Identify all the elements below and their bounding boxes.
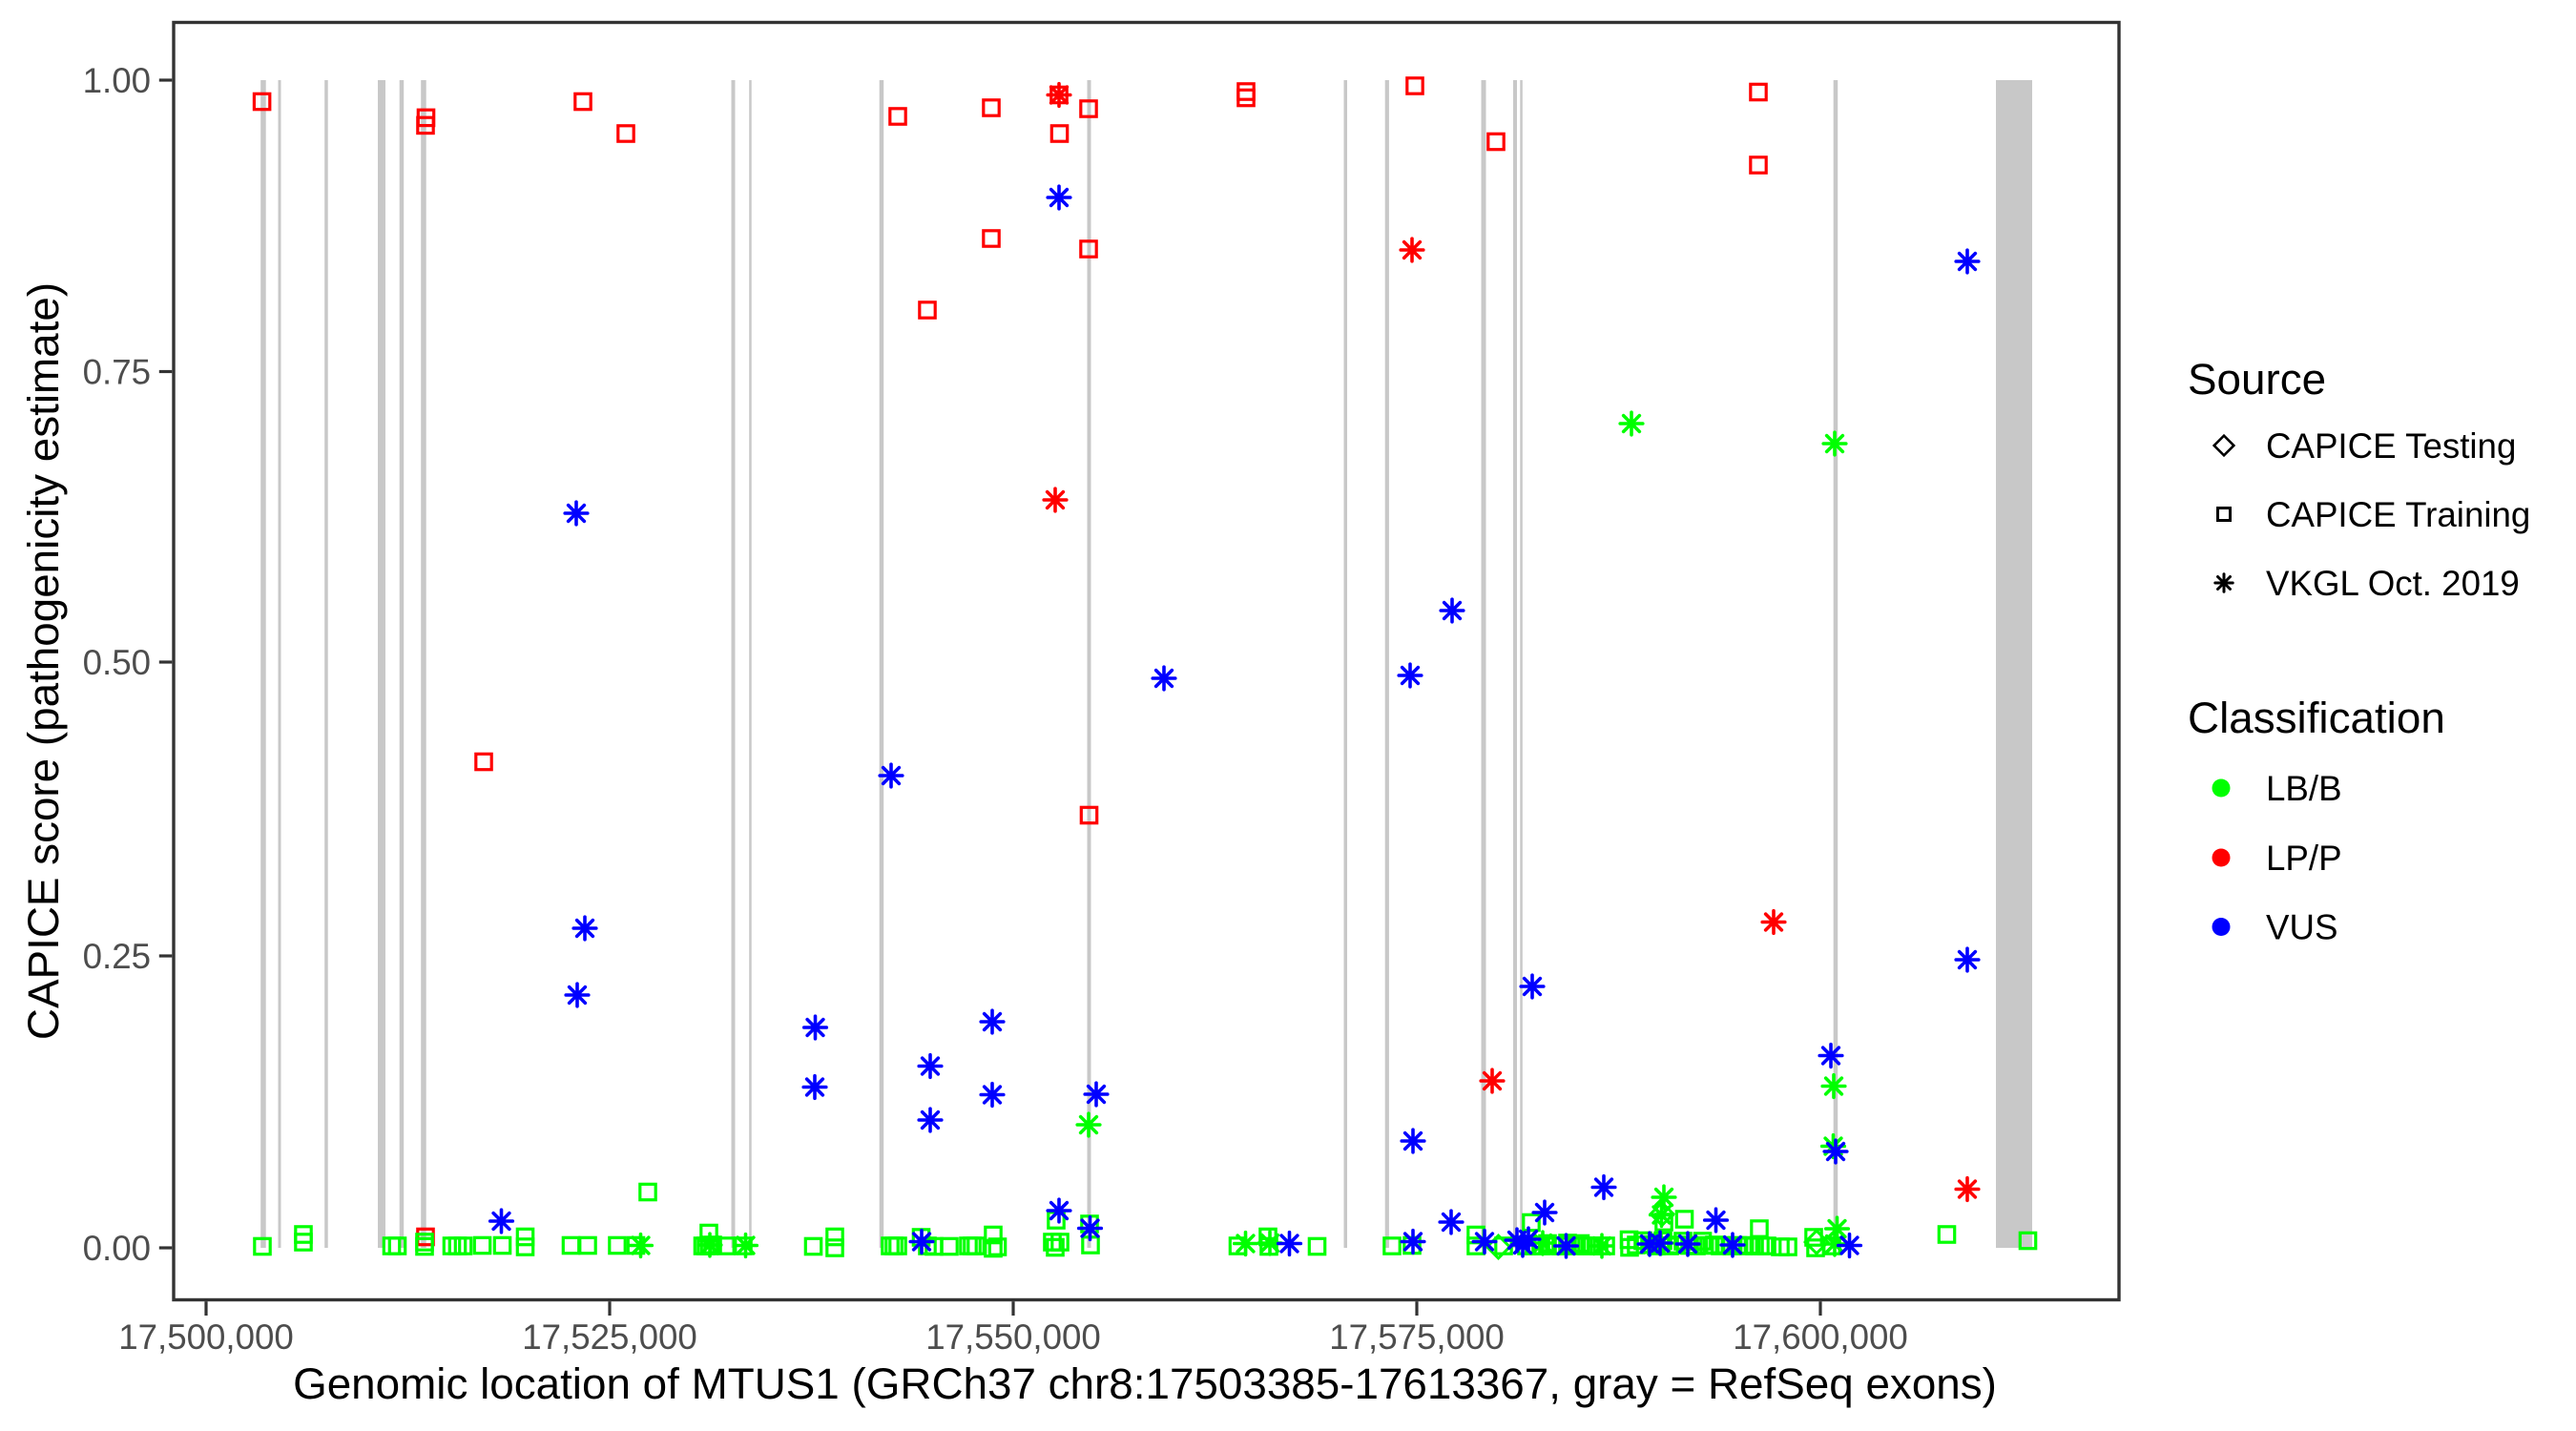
svg-text:1.00: 1.00 — [83, 61, 151, 100]
svg-text:VUS: VUS — [2266, 908, 2337, 947]
svg-text:CAPICE Testing: CAPICE Testing — [2266, 426, 2516, 466]
svg-text:VKGL Oct. 2019: VKGL Oct. 2019 — [2266, 564, 2520, 603]
svg-text:Genomic location of MTUS1 (GRC: Genomic location of MTUS1 (GRCh37 chr8:1… — [293, 1359, 1997, 1408]
svg-text:0.75: 0.75 — [83, 353, 151, 392]
svg-text:17,600,000: 17,600,000 — [1733, 1317, 1908, 1357]
svg-text:Classification: Classification — [2188, 694, 2445, 742]
svg-text:CAPICE score (pathogenicity es: CAPICE score (pathogenicity estimate) — [19, 282, 68, 1040]
svg-text:CAPICE Training: CAPICE Training — [2266, 495, 2530, 534]
svg-text:17,500,000: 17,500,000 — [118, 1317, 294, 1357]
svg-text:0.25: 0.25 — [83, 937, 151, 976]
svg-text:17,525,000: 17,525,000 — [522, 1317, 697, 1357]
svg-text:Source: Source — [2188, 355, 2326, 404]
svg-text:LB/B: LB/B — [2266, 769, 2342, 808]
svg-text:LP/P: LP/P — [2266, 839, 2342, 878]
svg-text:0.50: 0.50 — [83, 643, 151, 682]
svg-text:17,550,000: 17,550,000 — [925, 1317, 1101, 1357]
svg-text:17,575,000: 17,575,000 — [1329, 1317, 1505, 1357]
svg-text:0.00: 0.00 — [83, 1229, 151, 1268]
